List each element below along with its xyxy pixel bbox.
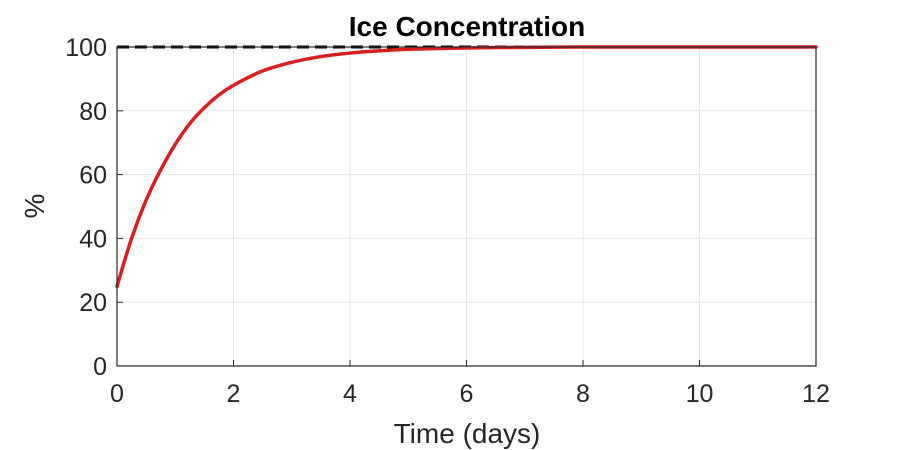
y-tick-labels: 0 20 40 60 80 100 xyxy=(65,34,123,381)
x-tick-labels: 0 2 4 6 8 10 12 xyxy=(110,360,830,408)
x-tick-label: 0 xyxy=(110,380,124,408)
y-tick-label: 20 xyxy=(79,289,107,317)
x-tick-label: 6 xyxy=(460,380,474,408)
y-axis-label: % xyxy=(19,194,50,219)
x-tick-label: 8 xyxy=(576,380,590,408)
x-tick-label: 2 xyxy=(227,380,241,408)
y-tick-label: 100 xyxy=(65,34,107,62)
y-tick-label: 0 xyxy=(93,353,107,381)
x-tick-label: 4 xyxy=(343,380,357,408)
x-tick-label: 10 xyxy=(686,380,714,408)
grid-layer xyxy=(116,46,817,367)
y-tick-label: 40 xyxy=(79,225,107,253)
x-axis-label: Time (days) xyxy=(394,418,541,449)
y-tick-label: 80 xyxy=(79,98,107,126)
y-tick-label: 60 xyxy=(79,162,107,190)
x-tick-label: 12 xyxy=(802,380,830,408)
chart-title: Ice Concentration xyxy=(349,11,585,42)
